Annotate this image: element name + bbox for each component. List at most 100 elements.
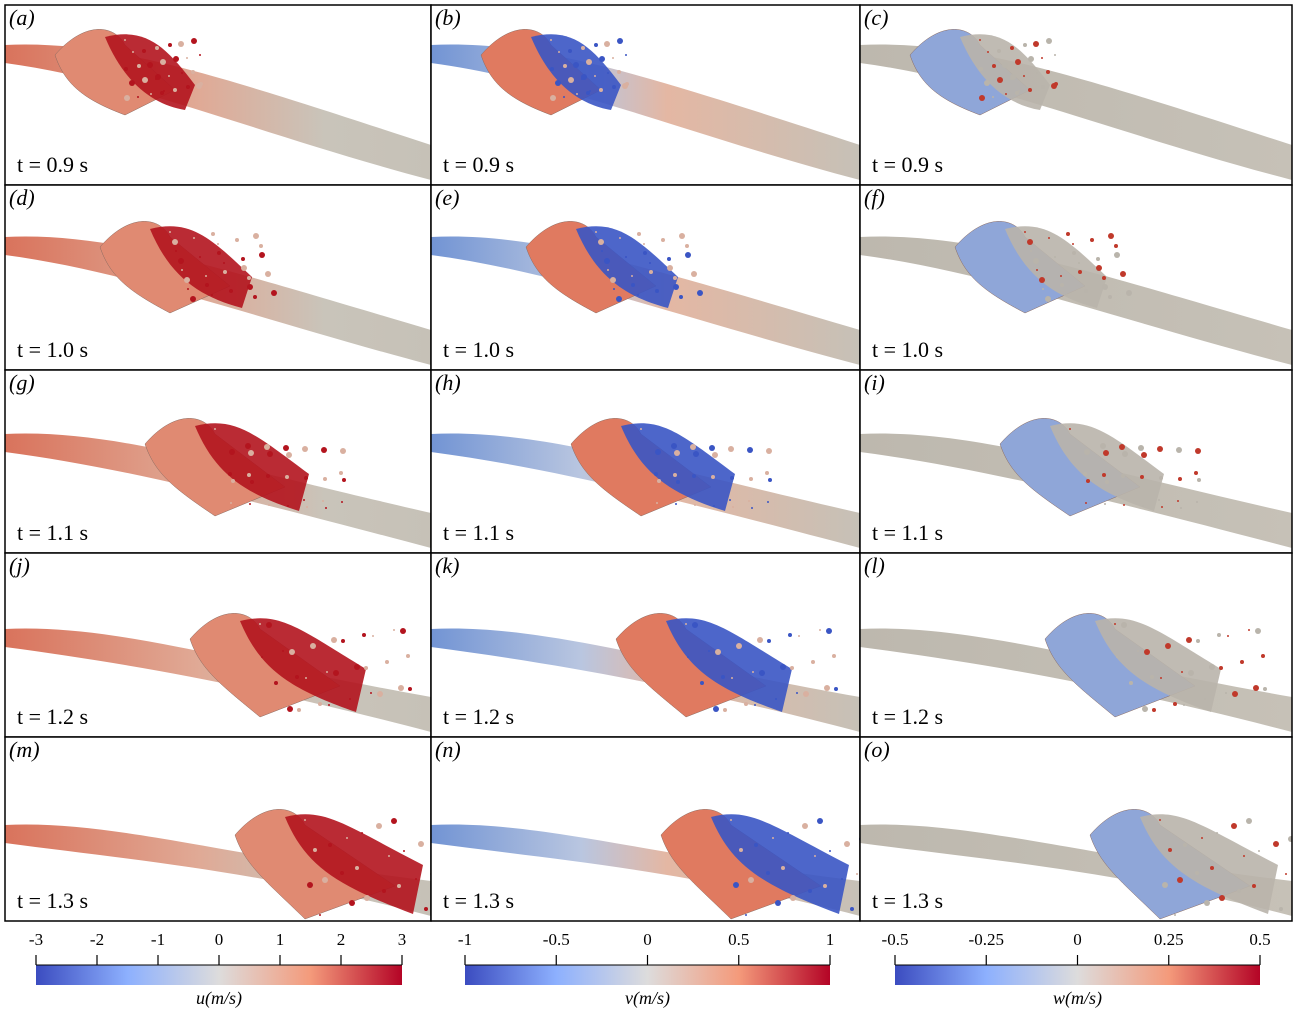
spray [625, 82, 629, 86]
spray [150, 93, 152, 95]
panel: (n) t = 1.3 s [430, 736, 861, 922]
spray [155, 74, 161, 80]
spray [1209, 664, 1215, 670]
breaking-front [621, 423, 735, 511]
spray [563, 64, 567, 68]
panel-time: t = 1.2 s [443, 704, 514, 729]
spray [266, 474, 270, 478]
spray [211, 294, 213, 296]
panel-label: (d) [9, 185, 35, 210]
spray [693, 451, 699, 457]
render [431, 5, 860, 185]
spray [142, 49, 146, 53]
spray [1046, 38, 1052, 44]
spray [747, 447, 753, 453]
breaking-front [711, 814, 849, 914]
spray [1023, 43, 1027, 47]
panel: (f) t = 1.0 s [859, 184, 1293, 371]
spray [1138, 445, 1144, 451]
panel: (m) t = 1.3 s [4, 736, 432, 922]
panel-label: (l) [864, 553, 885, 578]
panel-time: t = 1.0 s [872, 337, 943, 362]
spray [163, 90, 165, 92]
panel-time: t = 0.9 s [443, 152, 514, 177]
spray [1108, 233, 1114, 239]
spray [599, 88, 603, 92]
spray [1028, 56, 1034, 62]
spray [814, 855, 816, 857]
spray [752, 671, 754, 673]
panel-label: (j) [9, 553, 30, 578]
spray [1141, 452, 1147, 458]
spray [1096, 257, 1100, 261]
spray [147, 62, 153, 68]
spray [1176, 447, 1182, 453]
spray [796, 692, 798, 694]
wave-crest [954, 221, 1086, 314]
spray [361, 832, 363, 834]
spray [247, 473, 251, 477]
spray [844, 841, 850, 847]
spray [731, 677, 733, 679]
panel-time: t = 1.1 s [443, 520, 514, 545]
spray [295, 675, 299, 679]
spray [223, 270, 227, 274]
render [860, 370, 1292, 553]
spray [997, 77, 1003, 83]
spray [826, 628, 832, 634]
spray [604, 41, 610, 47]
spray [1152, 708, 1156, 712]
spray [1096, 265, 1102, 271]
colorbar: -1 -0.5 0 0.5 1 v(m/s) [458, 930, 834, 1009]
spray [1104, 503, 1106, 505]
spray [1036, 269, 1038, 271]
spray [1168, 848, 1172, 852]
spray [1144, 649, 1150, 655]
spray [674, 450, 680, 456]
wave-crest [999, 418, 1141, 517]
spray [349, 698, 351, 700]
panel-label: (h) [435, 370, 461, 395]
tick-label: 0 [1073, 930, 1082, 949]
spray [1054, 82, 1058, 86]
spray [766, 871, 770, 875]
colorbar-label: u(m/s) [196, 988, 242, 1009]
spray [1195, 448, 1201, 454]
spray [342, 478, 346, 482]
spray [775, 900, 781, 906]
spray [667, 265, 673, 271]
colorbar-label: v(m/s) [625, 988, 670, 1009]
spray [1173, 702, 1177, 706]
spray [205, 275, 207, 277]
spray [1018, 90, 1020, 92]
spray [601, 250, 603, 252]
spray [1084, 449, 1090, 455]
spray [1177, 500, 1179, 502]
spray [1010, 74, 1016, 80]
spray [1204, 698, 1206, 700]
panel: (b) t = 0.9 s [430, 4, 861, 186]
spray [568, 77, 574, 83]
water-ribbon [431, 824, 860, 916]
spray [1102, 284, 1108, 290]
spray [1188, 670, 1194, 676]
spray [1162, 882, 1168, 888]
spray [992, 96, 994, 98]
panel-label: (f) [864, 185, 885, 210]
spray [1042, 288, 1044, 290]
spray [137, 64, 141, 68]
spray [712, 452, 718, 458]
panel-time: t = 1.3 s [443, 888, 514, 913]
spray [1255, 628, 1261, 634]
spray [364, 895, 370, 901]
spray [340, 871, 344, 875]
spray [1048, 237, 1050, 239]
panel-time: t = 1.0 s [17, 337, 88, 362]
spray [124, 39, 126, 41]
spray [137, 96, 139, 98]
spray [397, 884, 401, 888]
spray [1159, 819, 1161, 821]
spray [391, 818, 397, 824]
spray [697, 290, 703, 296]
spray [581, 46, 585, 50]
